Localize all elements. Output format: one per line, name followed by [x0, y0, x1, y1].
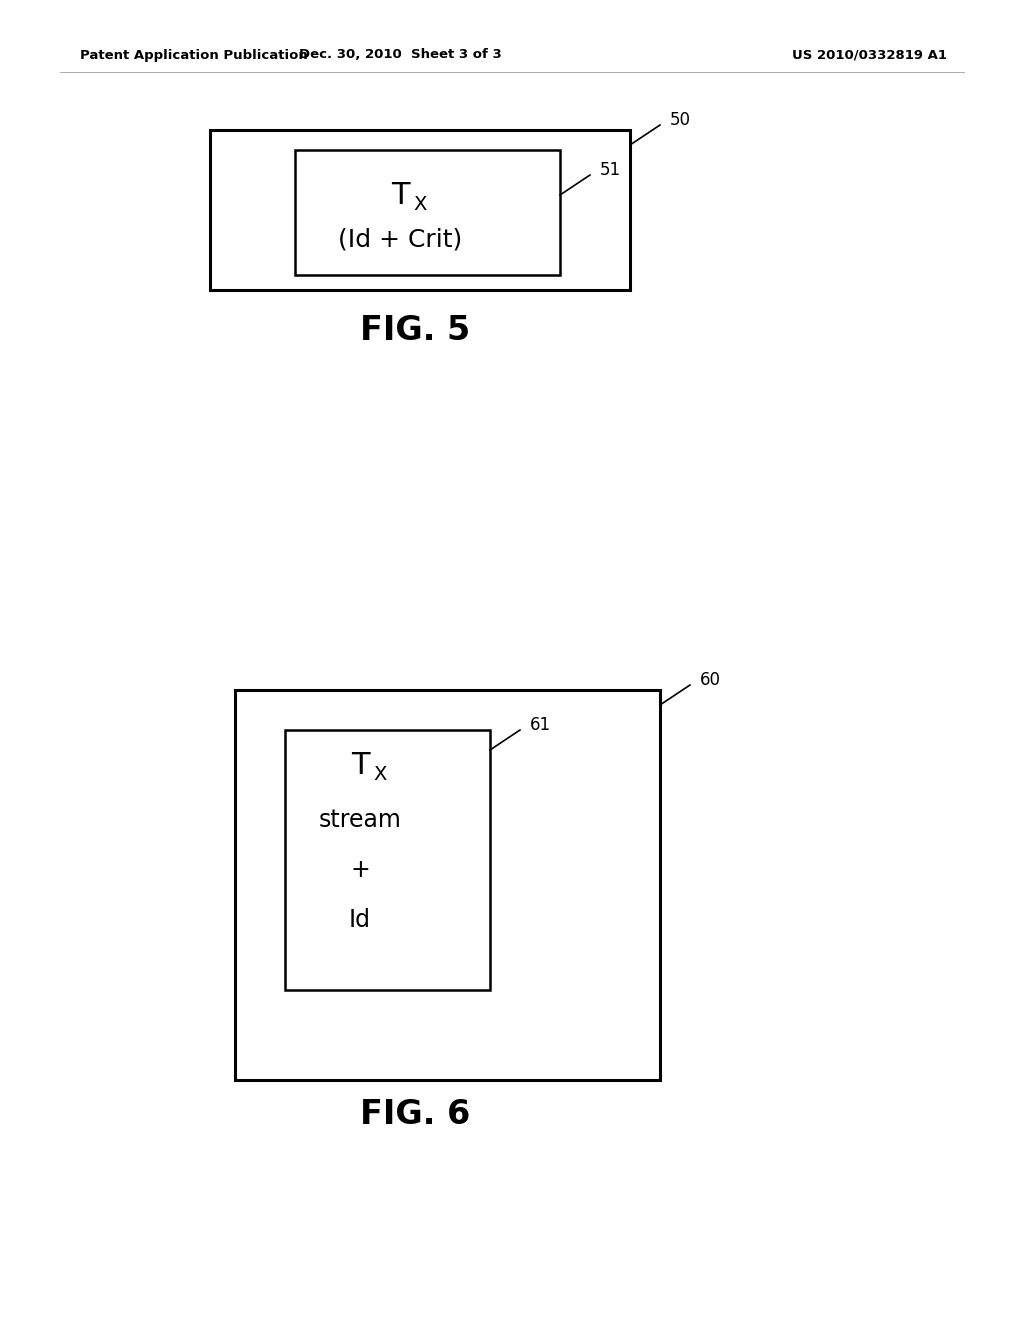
Text: FIG. 6: FIG. 6 — [359, 1098, 470, 1131]
Text: Id: Id — [349, 908, 371, 932]
Text: 61: 61 — [530, 715, 551, 734]
Bar — [285, 730, 490, 990]
Text: 50: 50 — [670, 111, 691, 129]
Text: Patent Application Publication: Patent Application Publication — [80, 49, 308, 62]
Text: X: X — [414, 195, 427, 214]
Bar — [234, 690, 660, 1080]
Text: FIG. 5: FIG. 5 — [359, 314, 470, 346]
Text: +: + — [350, 858, 370, 882]
Bar — [210, 129, 630, 290]
Text: Dec. 30, 2010  Sheet 3 of 3: Dec. 30, 2010 Sheet 3 of 3 — [299, 49, 502, 62]
Text: stream: stream — [318, 808, 401, 832]
Text: 60: 60 — [700, 671, 721, 689]
Text: T: T — [391, 181, 410, 210]
Text: 51: 51 — [600, 161, 622, 180]
Text: (Id + Crit): (Id + Crit) — [338, 228, 462, 252]
Text: X: X — [374, 766, 387, 784]
Text: T: T — [351, 751, 370, 780]
Bar — [295, 150, 560, 275]
Text: US 2010/0332819 A1: US 2010/0332819 A1 — [793, 49, 947, 62]
